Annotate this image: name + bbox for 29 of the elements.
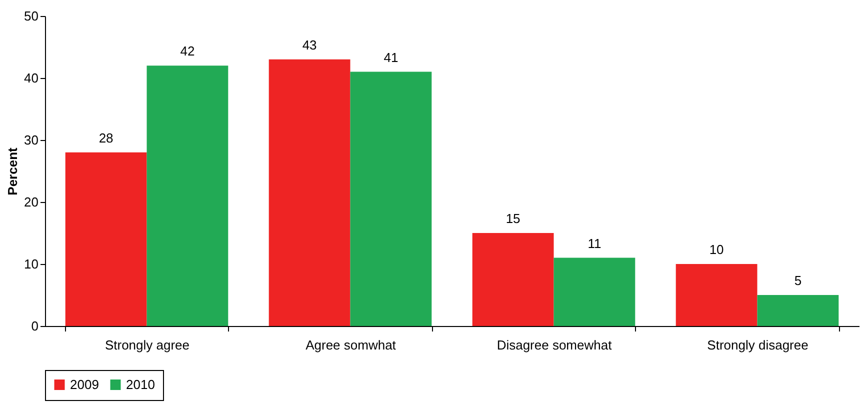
x-tick-label: Agree somwhat [306, 338, 396, 352]
y-tick-label: 40 [24, 70, 38, 86]
bar [350, 72, 432, 326]
bar [676, 264, 758, 326]
y-tick-label: 0 [31, 318, 38, 334]
bar [146, 66, 228, 326]
x-tick-label: Strongly agree [104, 338, 190, 352]
data-label: 28 [98, 130, 114, 146]
x-tick-label: Disagree somewhat [496, 338, 612, 352]
y-axis-title: Percent [5, 146, 20, 196]
bar [472, 233, 554, 326]
data-label: 41 [384, 50, 398, 65]
data-label: 15 [506, 211, 520, 226]
bar [268, 59, 350, 326]
y-tick-label: 10 [24, 256, 38, 272]
bar [554, 258, 636, 326]
x-tick-label: Strongly disagree [707, 338, 808, 352]
data-label: 42 [180, 44, 195, 59]
data-label: 43 [302, 37, 317, 52]
y-tick-label: 50 [24, 8, 38, 24]
y-tick-label: 20 [24, 194, 38, 210]
data-label: 11 [588, 236, 602, 251]
bar [757, 295, 839, 326]
legend-label: 2010 [126, 376, 155, 392]
bar [65, 152, 147, 326]
legend-label: 2009 [70, 376, 99, 392]
y-tick-label: 30 [24, 132, 38, 148]
data-label: 5 [794, 273, 802, 288]
data-label: 10 [709, 242, 724, 257]
